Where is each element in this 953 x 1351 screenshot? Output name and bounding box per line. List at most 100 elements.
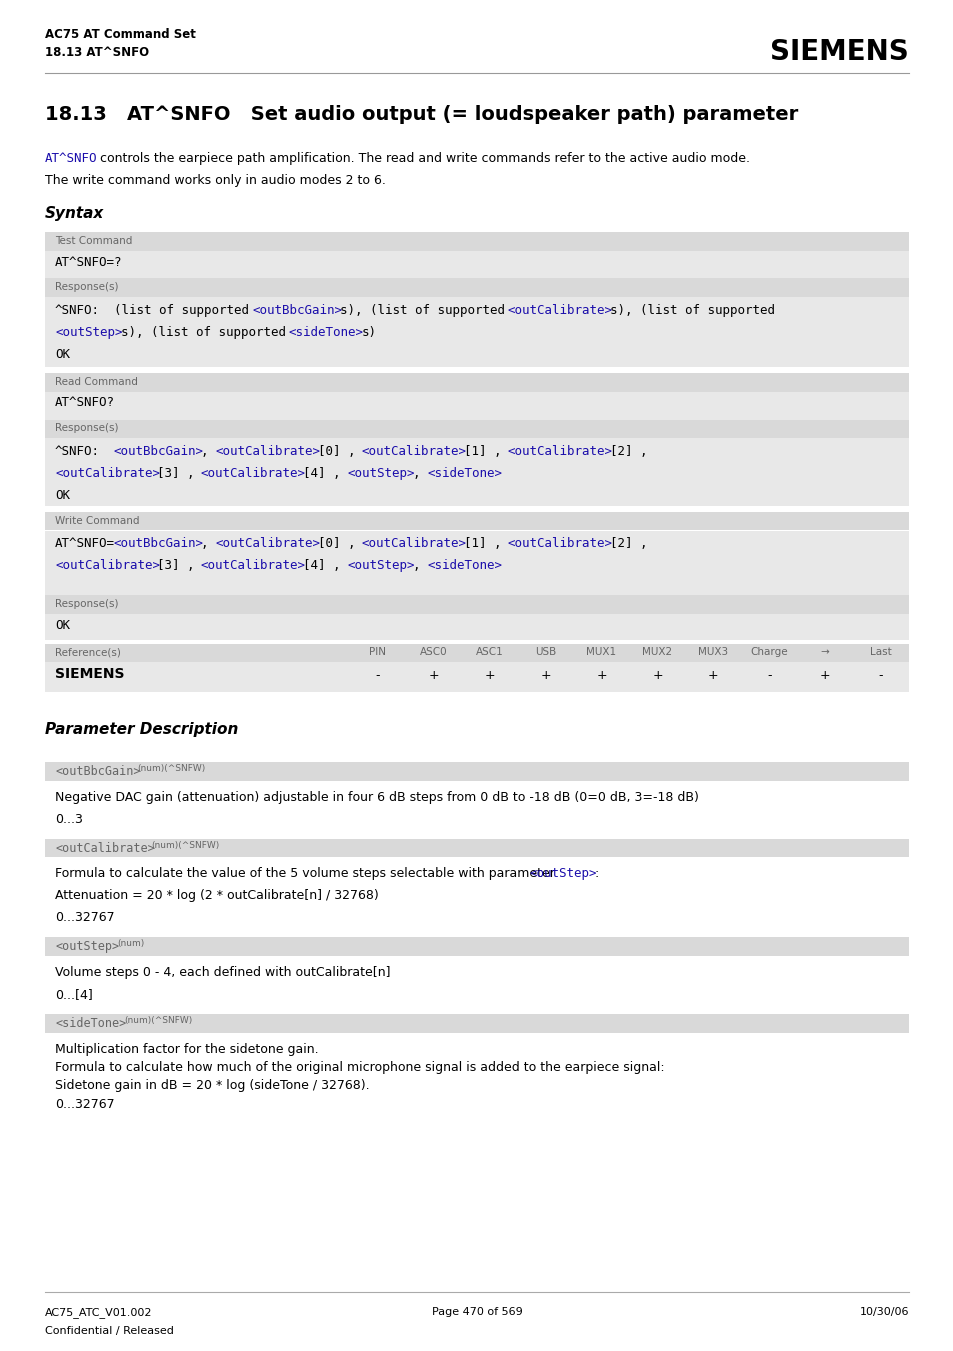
Text: <outCalibrate>: <outCalibrate>	[201, 559, 306, 573]
Text: Formula to calculate the value of the 5 volume steps selectable with parameter: Formula to calculate the value of the 5 …	[55, 867, 558, 881]
Text: SIEMENS: SIEMENS	[55, 667, 125, 681]
Bar	[350, 644, 908, 662]
Bar	[45, 512, 908, 531]
Text: OK: OK	[55, 349, 70, 361]
Text: <outCalibrate>: <outCalibrate>	[55, 467, 160, 480]
Text: <outCalibrate>: <outCalibrate>	[361, 444, 466, 458]
Text: +: +	[428, 670, 438, 682]
Text: ^SNFO:: ^SNFO:	[55, 304, 100, 317]
Bar	[45, 278, 908, 297]
Text: ASC1: ASC1	[476, 647, 503, 658]
Text: Multiplication factor for the sidetone gain.: Multiplication factor for the sidetone g…	[55, 1043, 318, 1055]
Text: Volume steps 0 - 4, each defined with outCalibrate[n]: Volume steps 0 - 4, each defined with ou…	[55, 966, 390, 979]
Bar	[45, 373, 908, 392]
Text: +: +	[539, 670, 551, 682]
Text: Write Command: Write Command	[55, 516, 139, 526]
Text: s), (list of supported: s), (list of supported	[609, 304, 774, 317]
Text: ASC0: ASC0	[419, 647, 447, 658]
Text: Sidetone gain in dB = 20 * log (sideTone / 32768).: Sidetone gain in dB = 20 * log (sideTone…	[55, 1078, 369, 1092]
Text: Read Command: Read Command	[55, 377, 138, 386]
Text: <outStep>: <outStep>	[347, 559, 414, 573]
Text: +: +	[484, 670, 495, 682]
Text: ,: ,	[413, 467, 427, 480]
Text: ^SNFO:: ^SNFO:	[55, 444, 100, 458]
Bar	[45, 762, 908, 781]
Text: Confidential / Released: Confidential / Released	[45, 1325, 173, 1336]
Text: [0] ,: [0] ,	[317, 538, 362, 550]
Bar	[45, 250, 908, 278]
Text: -: -	[766, 670, 771, 682]
Text: <sideTone>: <sideTone>	[55, 1017, 126, 1029]
Text: +: +	[707, 670, 718, 682]
Text: s), (list of supported: s), (list of supported	[121, 326, 293, 339]
Text: AT^SNFO=: AT^SNFO=	[55, 538, 115, 550]
Bar	[45, 938, 908, 957]
Text: [0] ,: [0] ,	[317, 444, 362, 458]
Text: <outCalibrate>: <outCalibrate>	[215, 538, 320, 550]
Text: +: +	[596, 670, 606, 682]
Text: [4] ,: [4] ,	[303, 467, 348, 480]
Text: <outStep>: <outStep>	[55, 326, 122, 339]
Text: <outCalibrate>: <outCalibrate>	[215, 444, 320, 458]
Bar	[45, 420, 908, 438]
Text: [3] ,: [3] ,	[157, 467, 202, 480]
Text: <outCalibrate>: <outCalibrate>	[361, 538, 466, 550]
Bar	[45, 662, 350, 693]
Text: <sideTone>: <sideTone>	[289, 326, 363, 339]
Text: <sideTone>: <sideTone>	[427, 559, 502, 573]
Text: AT^SNFO: AT^SNFO	[45, 153, 97, 165]
Text: Last: Last	[869, 647, 891, 658]
Text: OK: OK	[55, 619, 70, 632]
Text: 10/30/06: 10/30/06	[859, 1306, 908, 1317]
Text: Formula to calculate how much of the original microphone signal is added to the : Formula to calculate how much of the ori…	[55, 1061, 664, 1074]
Bar	[45, 596, 908, 613]
Text: (list of supported: (list of supported	[99, 304, 256, 317]
Text: AT^SNFO=?: AT^SNFO=?	[55, 255, 122, 269]
Text: <sideTone>: <sideTone>	[427, 467, 502, 480]
Text: 18.13   AT^SNFO   Set audio output (= loudspeaker path) parameter: 18.13 AT^SNFO Set audio output (= loudsp…	[45, 105, 798, 124]
Text: OK: OK	[55, 489, 70, 503]
Text: Syntax: Syntax	[45, 205, 104, 222]
Text: [2] ,: [2] ,	[609, 538, 647, 550]
Text: (num): (num)	[117, 939, 144, 948]
Text: Response(s): Response(s)	[55, 423, 118, 434]
Bar	[45, 531, 908, 596]
Text: 0...3: 0...3	[55, 813, 83, 825]
Text: <outBbcGain>: <outBbcGain>	[252, 304, 342, 317]
Text: Test Command: Test Command	[55, 235, 132, 246]
Text: (num)(^SNFW): (num)(^SNFW)	[124, 1016, 192, 1025]
Text: <outStep>: <outStep>	[55, 940, 119, 954]
Text: +: +	[652, 670, 662, 682]
Text: Page 470 of 569: Page 470 of 569	[431, 1306, 522, 1317]
Text: Negative DAC gain (attenuation) adjustable in four 6 dB steps from 0 dB to -18 d: Negative DAC gain (attenuation) adjustab…	[55, 790, 699, 804]
Text: →: →	[820, 647, 829, 658]
Text: <outStep>: <outStep>	[529, 867, 596, 881]
Text: ,: ,	[201, 444, 215, 458]
Text: s), (list of supported: s), (list of supported	[339, 304, 512, 317]
Text: Parameter Description: Parameter Description	[45, 723, 238, 738]
Text: <outCalibrate>: <outCalibrate>	[201, 467, 306, 480]
Text: Response(s): Response(s)	[55, 282, 118, 292]
Text: -: -	[878, 670, 882, 682]
Bar	[45, 1015, 908, 1032]
Text: 0...32767: 0...32767	[55, 1098, 114, 1112]
Text: controls the earpiece path amplification. The read and write commands refer to t: controls the earpiece path amplification…	[96, 153, 749, 165]
Text: AC75_ATC_V01.002: AC75_ATC_V01.002	[45, 1306, 152, 1319]
Text: ,: ,	[201, 538, 215, 550]
Text: (num)(^SNFW): (num)(^SNFW)	[137, 765, 206, 773]
Text: :: :	[594, 867, 598, 881]
Text: <outBbcGain>: <outBbcGain>	[113, 444, 203, 458]
Text: Attenuation = 20 * log (2 * outCalibrate[n] / 32768): Attenuation = 20 * log (2 * outCalibrate…	[55, 889, 378, 902]
Bar	[45, 438, 908, 507]
Text: [1] ,: [1] ,	[463, 444, 508, 458]
Bar	[45, 839, 908, 858]
Bar	[45, 644, 350, 662]
Text: PIN: PIN	[369, 647, 386, 658]
Text: -: -	[375, 670, 380, 682]
Text: s): s)	[361, 326, 376, 339]
Text: 0...[4]: 0...[4]	[55, 988, 92, 1001]
Text: ,: ,	[413, 559, 427, 573]
Text: MUX1: MUX1	[586, 647, 616, 658]
Text: The write command works only in audio modes 2 to 6.: The write command works only in audio mo…	[45, 174, 385, 186]
Text: <outStep>: <outStep>	[347, 467, 414, 480]
